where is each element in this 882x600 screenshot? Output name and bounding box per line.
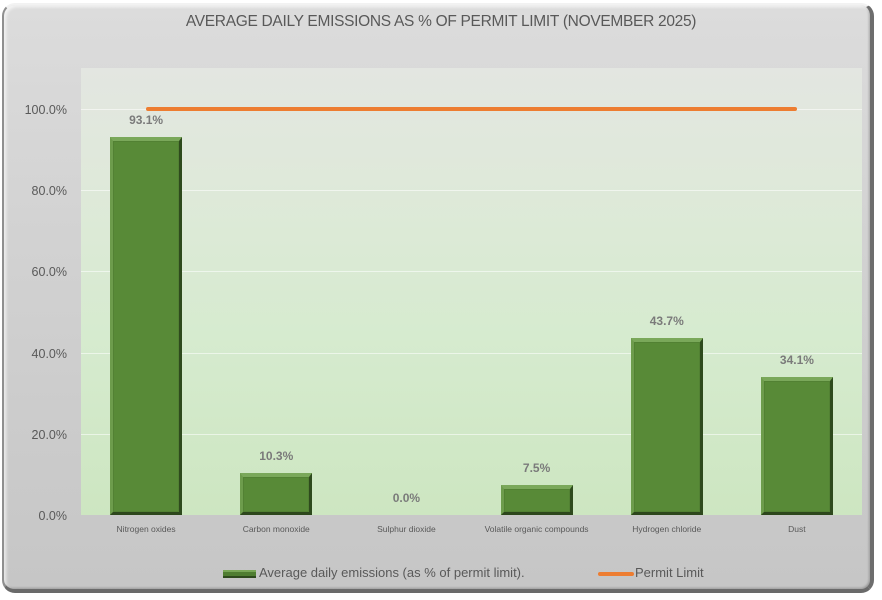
bar [500,484,573,515]
x-tick-label: Carbon monoxide [242,524,310,534]
plot-area [81,68,862,515]
bar [110,137,183,515]
data-label: 10.3% [259,449,294,464]
x-tick-label: Volatile organic compounds [484,524,589,534]
permit-limit-line [146,107,797,111]
y-tick-label: 40.0% [31,346,67,361]
y-tick-label: 0.0% [38,509,68,523]
gridline [81,190,862,192]
gridline [81,433,862,435]
legend: Average daily emissions (as % of permit … [0,565,882,583]
legend-bar-label: Average daily emissions (as % of permit … [259,565,525,580]
gridline [81,352,862,354]
y-tick-label: 20.0% [31,427,67,442]
bar [240,473,313,515]
legend-line-swatch-icon [598,572,634,576]
data-label: 93.1% [129,113,164,127]
bar [760,376,833,515]
x-tick-label: Hydrogen chloride [632,524,702,534]
x-tick-label: Nitrogen oxides [116,524,176,534]
y-tick-label: 60.0% [31,265,67,280]
legend-line-label: Permit Limit [635,565,704,580]
y-tick-label: 80.0% [31,184,67,199]
legend-bar-swatch-icon [223,570,256,578]
y-tick-label: 100.0% [24,103,67,117]
x-tick-label: Sulphur dioxide [377,524,436,534]
data-label: 34.1% [779,352,814,367]
gridline [81,271,862,273]
chart-title: AVERAGE DAILY EMISSIONS AS % OF PERMIT L… [185,13,697,30]
data-label: 0.0% [392,491,421,505]
bar [630,337,703,515]
data-label: 43.7% [649,313,684,328]
x-tick-label: Dust [788,524,806,534]
data-label: 7.5% [522,460,551,475]
